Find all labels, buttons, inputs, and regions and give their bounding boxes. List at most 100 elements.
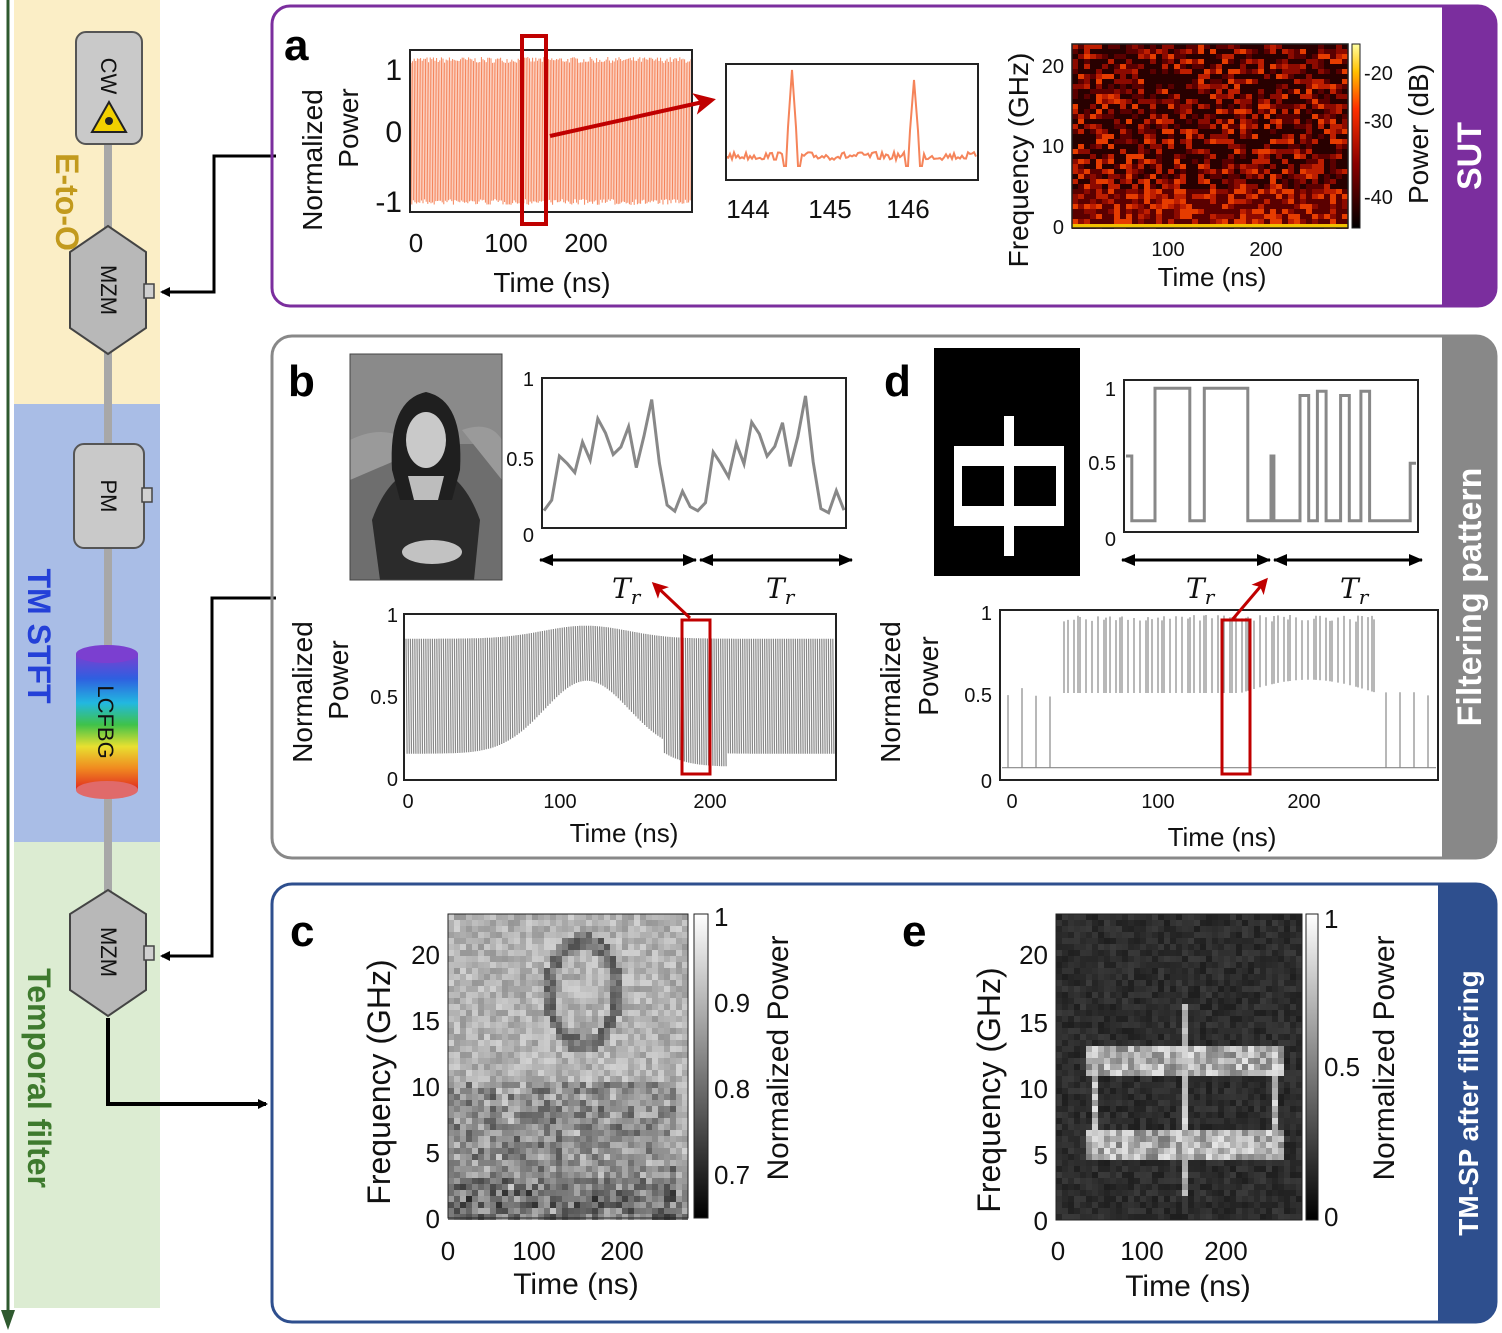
a-spec-cell xyxy=(1312,74,1318,79)
c-spec-cell xyxy=(652,1124,658,1130)
a-spec-cell xyxy=(1336,209,1342,214)
e-spec-cell xyxy=(1272,998,1278,1004)
a-spec-cell xyxy=(1192,94,1198,99)
c-spec-cell xyxy=(586,1064,592,1070)
a-spec-cell xyxy=(1282,194,1288,199)
a-spec-cell xyxy=(1294,204,1300,209)
a-spec-cell xyxy=(1114,134,1120,139)
c-spec-cell xyxy=(640,1202,646,1208)
a-spec-cell xyxy=(1162,164,1168,169)
a-spec-cell xyxy=(1306,89,1312,94)
c-spec-cell xyxy=(592,1196,598,1202)
c-spec-cell xyxy=(670,1154,676,1160)
c-spec-cell xyxy=(634,1106,640,1112)
c-spec-cell xyxy=(490,1112,496,1118)
e-spec-cell xyxy=(1062,1010,1068,1016)
c-spec-cell xyxy=(550,1052,556,1058)
c-spec-cell xyxy=(460,1046,466,1052)
c-spec-cell xyxy=(562,1124,568,1130)
a-spec-cell xyxy=(1324,199,1330,204)
c-spec-cell xyxy=(628,1106,634,1112)
a-spec-cell xyxy=(1294,214,1300,219)
c-spec-cell xyxy=(586,1034,592,1040)
e-spec-cell xyxy=(1194,944,1200,950)
c-spec-cell xyxy=(682,1082,688,1088)
e-spec-cell xyxy=(1200,1010,1206,1016)
c-spec-cell xyxy=(448,1046,454,1052)
c-spec-cell xyxy=(514,1154,520,1160)
a-spec-cell xyxy=(1198,214,1204,219)
a-spec-cell xyxy=(1288,119,1294,124)
c-spec-cell xyxy=(646,1184,652,1190)
c-spec-cell xyxy=(562,1202,568,1208)
e-spec-cell xyxy=(1080,956,1086,962)
e-spec-cell xyxy=(1170,1064,1176,1070)
c-spec-cell xyxy=(496,1010,502,1016)
c-spec-cell xyxy=(652,1052,658,1058)
a-spec-cell xyxy=(1240,139,1246,144)
a-spec-cell xyxy=(1144,204,1150,209)
c-spec-cell xyxy=(562,1016,568,1022)
c-spec-cell xyxy=(448,944,454,950)
e-spec-cell xyxy=(1140,1022,1146,1028)
c-spec-cell xyxy=(550,998,556,1004)
e-spec-cell xyxy=(1200,1028,1206,1034)
a-spec-cell xyxy=(1246,109,1252,114)
a-spec-cell xyxy=(1270,64,1276,69)
a-spec-cell xyxy=(1138,54,1144,59)
a-spec-cell xyxy=(1090,164,1096,169)
e-spec-cell xyxy=(1080,950,1086,956)
c-spec-cell xyxy=(466,1058,472,1064)
a-spec-cell xyxy=(1216,179,1222,184)
c-spec-cell xyxy=(460,1016,466,1022)
e-spec-cell xyxy=(1146,920,1152,926)
e-spec-cell xyxy=(1206,944,1212,950)
e-spec-cell xyxy=(1284,920,1290,926)
e-spec-cell xyxy=(1068,1034,1074,1040)
c-spec-cell xyxy=(520,962,526,968)
mzm-modulator-2[interactable]: MZM xyxy=(69,888,155,1018)
mzm-modulator-1[interactable]: MZM xyxy=(69,224,155,356)
c-spec-cell xyxy=(586,1082,592,1088)
a-spec-cell xyxy=(1246,114,1252,119)
e-spec-cell xyxy=(1272,926,1278,932)
a-spec-cell xyxy=(1258,49,1264,54)
pm-modulator[interactable]: PM xyxy=(73,443,153,549)
a-spec-cell xyxy=(1156,194,1162,199)
c-spec-cell xyxy=(508,1106,514,1112)
c-spec-cell xyxy=(466,1106,472,1112)
c-spec-cell xyxy=(460,1022,466,1028)
c-spec-cell xyxy=(526,1154,532,1160)
a-spec-cell xyxy=(1312,129,1318,134)
a-spec-cell xyxy=(1126,194,1132,199)
a-spec-cell xyxy=(1246,59,1252,64)
c-spec-cell xyxy=(478,998,484,1004)
e-spec-cell xyxy=(1122,1058,1128,1064)
e-spec-cell xyxy=(1242,986,1248,992)
c-spec-cell xyxy=(580,1142,586,1148)
e-spec-cell xyxy=(1104,1040,1110,1046)
e-spec-cell xyxy=(1158,950,1164,956)
c-spec-cell xyxy=(454,1082,460,1088)
a-spec-cell xyxy=(1336,94,1342,99)
a-spec-cell xyxy=(1264,79,1270,84)
cw-laser[interactable]: CW xyxy=(75,31,143,145)
c-spec-cell xyxy=(502,932,508,938)
e-spec-cell xyxy=(1110,1034,1116,1040)
a-spec-cell xyxy=(1264,184,1270,189)
c-spec-cell xyxy=(622,1202,628,1208)
lcfbg-grating[interactable]: LCFBG xyxy=(76,645,138,799)
connector-pattern xyxy=(160,596,276,961)
e-spec-cell xyxy=(1086,914,1092,920)
e-spec-cell xyxy=(1092,974,1098,980)
c-spec-cell xyxy=(616,926,622,932)
a-spec-cell xyxy=(1264,94,1270,99)
a-spec-cell xyxy=(1174,74,1180,79)
c-spec-cell xyxy=(532,914,538,920)
c-spec-cell xyxy=(478,1100,484,1106)
a-spec-cell xyxy=(1144,64,1150,69)
c-spec-cell xyxy=(520,938,526,944)
c-spec-cell xyxy=(502,1046,508,1052)
e-spec-cell xyxy=(1080,1070,1086,1076)
e-spec-cell xyxy=(1134,1058,1140,1064)
